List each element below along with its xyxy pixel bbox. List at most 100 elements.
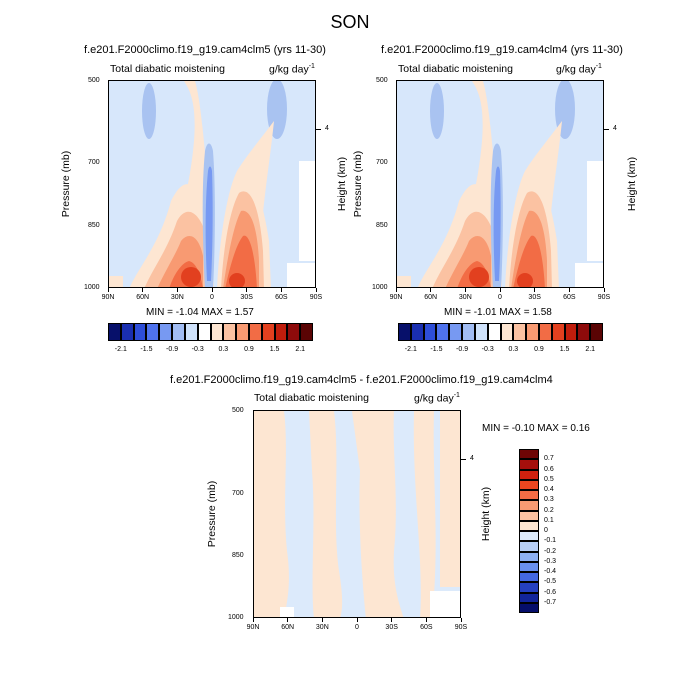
panel1-colorbar-box: [108, 323, 121, 341]
panel3-colorbar-box: [519, 490, 539, 501]
panel3-xtick-label: 60S: [420, 624, 433, 631]
panel3-ytick-500: 500: [232, 407, 244, 414]
panel3-field-label: Total diabatic moistening: [254, 392, 369, 404]
panel1-plot: [108, 80, 316, 288]
panel3-xtick-mark: [460, 618, 462, 622]
panel1-colorbar-box: [261, 323, 275, 341]
panel3-colorbar-label: 0.6: [544, 465, 554, 473]
panel2-xtick-mark: [395, 288, 397, 292]
panel3-colorbar-label: -0.3: [544, 557, 557, 565]
panel2-colorbar-box: [436, 323, 450, 341]
positive-shade: [309, 411, 343, 617]
positive-shade: [229, 273, 245, 287]
negative-shade: [205, 166, 213, 281]
panel2-colorbar-box: [577, 323, 591, 341]
panel2-colorbar-label: 0.9: [534, 346, 544, 353]
negative-shade: [142, 83, 156, 139]
zero-shade: [287, 263, 315, 287]
panel1-colorbar-box: [300, 323, 313, 341]
panel3-height-tick-mark: [461, 459, 466, 460]
panel3-colorbar-label: -0.6: [544, 588, 557, 596]
panel3-colorbar-box: [519, 541, 539, 552]
panel2-ylabel: Pressure (mb): [352, 150, 364, 218]
panel3-colorbar-label: 0: [544, 527, 548, 534]
panel3-colorbar-label: 0.4: [544, 486, 554, 493]
panel2-xtick-label: 30N: [458, 294, 472, 301]
panel2-colorbar-box: [410, 323, 424, 341]
panel1-colorbar-label: -0.9: [166, 346, 179, 353]
panel3-colorbar-box: [519, 551, 539, 562]
panel3-colorbar-label: -0.7: [544, 598, 557, 606]
positive-shade: [517, 273, 533, 287]
panel3-ylabel: Pressure (mb): [206, 480, 218, 548]
positive-shade: [469, 267, 489, 287]
panel1-colorbar-box: [248, 323, 262, 341]
panel3-title: f.e201.F2000climo.f19_g19.cam4clm5 - f.e…: [170, 374, 553, 386]
panel3-colorbar-label: 0.5: [544, 475, 554, 483]
panel3-colorbar-label: 0.3: [544, 496, 554, 504]
panel1-colorbar-box: [159, 323, 173, 341]
panel2-xtick-label: 90S: [597, 294, 611, 301]
panel3-colorbar-box: [519, 531, 539, 542]
panel3-colorbar-box: [519, 500, 539, 511]
panel2-plot: [396, 80, 604, 288]
panel1-right-label: Height (km): [336, 156, 348, 212]
panel1-xtick-label: 90N: [101, 294, 115, 301]
panel2-colorbar-box: [526, 323, 539, 341]
panel3-colorbar: [519, 449, 539, 613]
panel1-ytick-700: 700: [88, 159, 100, 166]
panel2-xtick-mark: [499, 288, 501, 292]
panel2-field-label: Total diabatic moistening: [398, 63, 513, 75]
panel1-ylabel: Pressure (mb): [60, 150, 72, 218]
panel2-colorbar-box: [474, 323, 488, 341]
panel3-colorbar-label: 0.7: [544, 455, 554, 463]
panel2-minmax: MIN = -1.01 MAX = 1.58: [444, 307, 552, 318]
panel3-colorbar-box: [519, 520, 539, 531]
positive-shade: [397, 276, 411, 287]
panel3-colorbar-box: [519, 582, 539, 593]
panel3-minmax: MIN = -0.10 MAX = 0.16: [482, 423, 590, 434]
panel2-xtick-mark: [430, 288, 432, 292]
panel2-ytick-700: 700: [376, 159, 388, 166]
positive-shade: [352, 411, 404, 617]
panel2-ytick-1000: 1000: [372, 284, 388, 291]
panel2-colorbar-label: 2.1: [585, 346, 596, 353]
panel3-xtick-label: 60N: [281, 624, 295, 631]
panel1-colorbar: [108, 323, 313, 341]
panel2-colorbar-box: [449, 323, 463, 341]
panel2-units: g/kg day-1: [556, 63, 602, 76]
panel2-xtick-mark: [464, 288, 466, 292]
panel1-colorbar-box: [223, 323, 237, 341]
panel3-height-tick: 4: [470, 455, 474, 462]
panel2-colorbar-label: -2.1: [404, 346, 417, 353]
panel1-colorbar-label: 1.5: [269, 346, 280, 353]
panel1-contour-field: [109, 81, 315, 287]
panel2-colorbar-label: -0.3: [481, 346, 494, 353]
panel1-units: g/kg day-1: [269, 63, 315, 76]
panel3-colorbar-label: 0.2: [544, 506, 554, 514]
panel1-colorbar-label: -0.3: [191, 346, 204, 353]
panel1-ytick-1000: 1000: [84, 284, 100, 291]
panel3-colorbar-box: [519, 469, 539, 480]
panel3-xtick-mark: [287, 618, 289, 622]
panel2-colorbar-box: [513, 323, 527, 341]
panel1-height-tick-mark: [316, 129, 321, 130]
panel3-colorbar-label: 0.1: [544, 516, 554, 524]
panel1-xtick-mark: [176, 288, 178, 292]
panel1-colorbar-box: [210, 323, 224, 341]
panel3-xtick-label: 90N: [246, 624, 260, 631]
panel3-xtick-label: 0: [355, 624, 359, 631]
panel2-colorbar-box: [538, 323, 552, 341]
panel1-xtick-label: 60S: [275, 294, 288, 301]
panel2-contour-field: [397, 81, 603, 287]
panel1-title: f.e201.F2000climo.f19_g19.cam4clm5 (yrs …: [84, 44, 326, 56]
panel3-colorbar-label: -0.4: [544, 568, 557, 575]
panel2-xtick-mark: [603, 288, 605, 292]
panel2-colorbar-box: [423, 323, 437, 341]
panel3-xtick-mark: [425, 618, 427, 622]
zero-shade: [299, 161, 315, 261]
panel3-xtick-mark: [356, 618, 358, 622]
panel3-colorbar-label: -0.1: [544, 537, 557, 545]
panel1-colorbar-box: [146, 323, 160, 341]
panel2-right-label: Height (km): [626, 156, 638, 212]
